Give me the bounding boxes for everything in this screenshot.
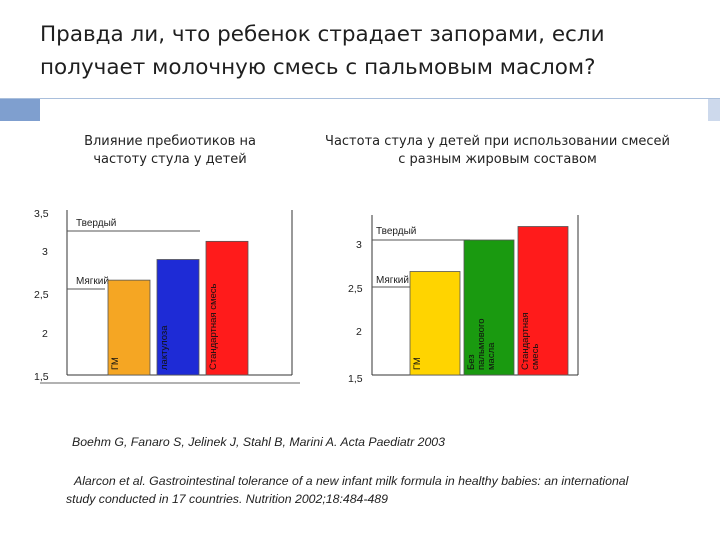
chart2-category-label: смесь	[530, 344, 541, 370]
chart1-bar	[205, 240, 249, 376]
chart2-category-label: масла	[486, 342, 497, 370]
chart1-bar	[156, 259, 200, 376]
chart2-bar	[409, 271, 461, 376]
chart1-annotation-hard: Твердый	[76, 218, 116, 229]
chart1-category-label: ГМ	[110, 357, 121, 370]
chart2-category-label: ГМ	[412, 357, 423, 370]
accent-block-right	[708, 99, 720, 121]
chart1-category-label: Стандартная смесь	[208, 283, 219, 370]
chart1: 3,5 3 2,5 2 1,5 Твердый Мягкий ГМ лактуло…	[34, 208, 300, 384]
header-divider	[0, 98, 720, 99]
chart1-ytick: 2	[42, 328, 48, 340]
chart2-category-label: Без	[466, 354, 477, 370]
chart2-ytick: 2	[356, 326, 362, 338]
slide-title: Правда ли, что ребенок страдает запорами…	[40, 22, 605, 80]
chart1-bar	[107, 279, 151, 376]
chart1-ytick: 3,5	[34, 208, 49, 220]
chart1-title: Влияние пребиотиков на частоту стула у д…	[84, 134, 256, 167]
chart2-category-label: пальмового	[476, 319, 487, 371]
chart2: 3 2,5 2 1,5 Твердый Мягкий ГМ Без пальмово…	[348, 215, 579, 385]
reference-1: Boehm G, Fanaro S, Jelinek J, Stahl B, M…	[72, 435, 445, 449]
chart1-annotation-soft: Мягкий	[76, 276, 109, 287]
chart2-bar	[517, 226, 569, 376]
chart1-ytick: 2,5	[34, 289, 49, 301]
chart2-ytick: 2,5	[348, 283, 363, 295]
chart1-ytick: 1,5	[34, 371, 49, 383]
chart2-bar	[463, 239, 515, 376]
chart1-category-label: лактулоза	[159, 325, 170, 370]
chart2-category-label: Стандартная	[520, 312, 531, 370]
chart2-annotation-soft: Мягкий	[376, 275, 409, 286]
chart2-ytick: 3	[356, 239, 362, 251]
chart1-ytick: 3	[42, 246, 48, 258]
chart2-ytick: 1,5	[348, 373, 363, 385]
chart2-annotation-hard: Твердый	[376, 226, 416, 237]
chart2-title: Частота стула у детей при использовании …	[325, 134, 670, 167]
accent-block	[0, 99, 40, 121]
reference-2: Alarcon et al. Gastrointestinal toleranc…	[66, 474, 629, 506]
